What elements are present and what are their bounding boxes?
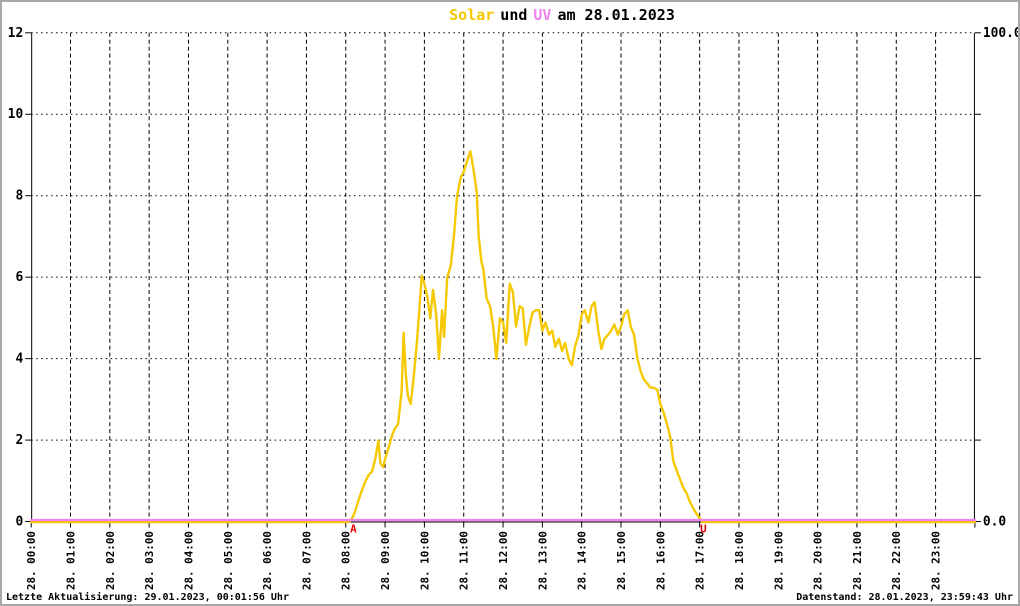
x-axis-label: 28. 20:00: [812, 531, 825, 590]
x-axis-label: 28. 13:00: [536, 531, 549, 590]
y-axis-label-left: 2: [15, 433, 23, 448]
x-axis-label: 28. 05:00: [222, 531, 235, 590]
x-axis-label: 28. 02:00: [104, 531, 117, 590]
x-axis-label: 28. 11:00: [458, 531, 471, 590]
chart-title: Solar und UV am 28.01.2023: [446, 6, 678, 24]
x-axis-label: 28. 08:00: [340, 531, 353, 590]
x-axis-label: 28. 12:00: [497, 531, 510, 590]
y-axis-label-left: 12: [8, 26, 24, 41]
x-axis-label: 28. 15:00: [615, 531, 628, 590]
sunrise-marker: A: [350, 522, 357, 535]
x-axis-label: 28. 06:00: [261, 531, 274, 590]
y-axis-label-left: 0: [15, 515, 23, 530]
x-axis-label: 28. 03:00: [143, 531, 156, 590]
y-axis-label-left: 8: [15, 189, 23, 204]
x-axis-label: 28. 00:00: [25, 531, 38, 590]
x-axis-label: 28. 17:00: [694, 531, 707, 590]
x-axis-label: 28. 10:00: [418, 531, 431, 590]
x-axis-label: 28. 18:00: [733, 531, 746, 590]
title-und-label: und: [500, 6, 528, 24]
y-axis-label-right: 0.0: [983, 515, 1006, 530]
x-axis-label: 28. 07:00: [300, 531, 313, 590]
title-date-label: am 28.01.2023: [557, 6, 675, 24]
y-axis-label-left: 6: [15, 270, 23, 285]
y-axis-label-left: 4: [15, 352, 23, 367]
sunset-marker: U: [700, 522, 707, 535]
x-axis-label: 28. 14:00: [576, 531, 589, 590]
x-axis-label: 28. 01:00: [64, 531, 77, 590]
x-axis-label: 28. 23:00: [930, 531, 943, 590]
x-axis-label: 28. 19:00: [772, 531, 785, 590]
last-update-text: Letzte Aktualisierung: 29.01.2023, 00:01…: [6, 592, 289, 603]
data-timestamp-text: Datenstand: 28.01.2023, 23:59:43 Uhr: [796, 592, 1013, 603]
x-axis-label: 28. 09:00: [379, 531, 392, 590]
y-axis-label-right: 100.0: [983, 26, 1018, 41]
solar-line: [29, 150, 977, 524]
title-uv-label: UV: [533, 6, 552, 24]
x-axis-label: 28. 04:00: [182, 531, 195, 590]
y-axis-label-left: 10: [8, 107, 24, 122]
x-axis-label: 28. 16:00: [654, 531, 667, 590]
x-axis-label: 28. 22:00: [890, 531, 903, 590]
x-axis-label: 28. 21:00: [851, 531, 864, 590]
title-solar-label: Solar: [449, 6, 495, 24]
